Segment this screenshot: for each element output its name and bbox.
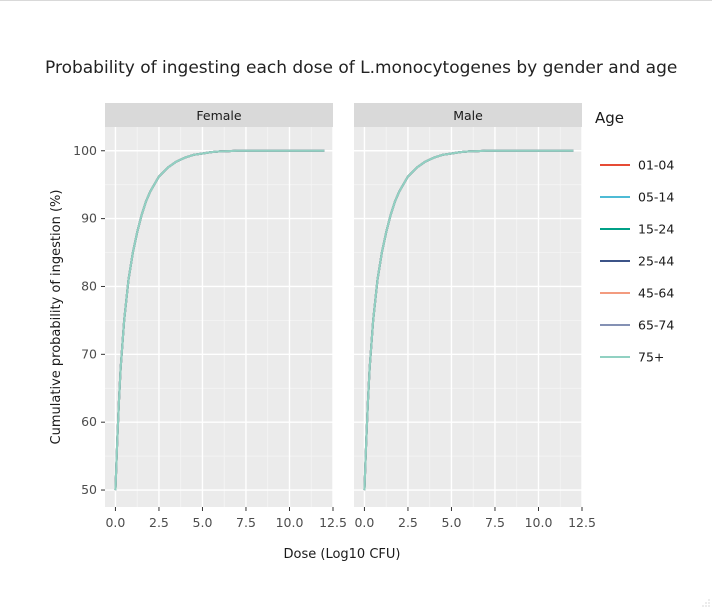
- x-tick-label: 2.5: [398, 515, 418, 530]
- legend-label: 05-14: [638, 190, 674, 205]
- y-tick-label: 60: [81, 414, 97, 429]
- x-tick-label: 0.0: [105, 515, 125, 530]
- legend-item[interactable]: 05-14: [600, 190, 674, 205]
- x-tick-label: 2.5: [149, 515, 169, 530]
- x-tick-label: 12.5: [319, 515, 347, 530]
- y-tick-label: 100: [73, 143, 97, 158]
- y-tick-label: 50: [81, 482, 97, 497]
- legend-item[interactable]: 25-44: [600, 254, 674, 269]
- plot-background: [354, 127, 582, 507]
- legend-label: 65-74: [638, 318, 674, 333]
- legend-item[interactable]: 65-74: [600, 318, 674, 333]
- x-tick-label: 0.0: [354, 515, 374, 530]
- y-tick-label: 80: [81, 278, 97, 293]
- series-line-75-: [114, 149, 325, 491]
- legend-item[interactable]: 75+: [600, 350, 664, 365]
- x-axis-title: Dose (Log10 CFU): [284, 547, 401, 562]
- y-axis-title: Cumulative probability of ingestion (%): [49, 190, 64, 445]
- chart-title: Probability of ingesting each dose of L.…: [45, 58, 677, 78]
- legend-label: 25-44: [638, 254, 674, 269]
- facet-strip-label: Female: [196, 108, 242, 123]
- x-tick-label: 5.0: [442, 515, 462, 530]
- facet-panel-male: Male 0.0 2.5 5.0 7.5 10.0 12.5: [354, 103, 596, 530]
- x-tick-label: 7.5: [236, 515, 256, 530]
- resize-handle-icon[interactable]: [702, 599, 710, 607]
- x-tick-label: 10.0: [276, 515, 304, 530]
- plot-background: [105, 127, 333, 507]
- legend-item[interactable]: 45-64: [600, 286, 674, 301]
- legend: Age 01-04 05-14 15-24 25-44 45-64 65-74 75+: [595, 109, 674, 365]
- legend-item[interactable]: 15-24: [600, 222, 674, 237]
- top-border: [0, 0, 712, 1]
- series-line-75-: [363, 149, 574, 491]
- legend-label: 75+: [638, 350, 664, 365]
- y-tick-label: 70: [81, 346, 97, 361]
- y-tick-label: 90: [81, 211, 97, 226]
- facet-panels: Female 0.0 2.5 5.0 7.5 10.0 12.5 50 60 70 80 90 100 M…: [73, 103, 596, 530]
- facet-strip: [105, 103, 333, 127]
- x-tick-label: 7.5: [485, 515, 505, 530]
- facet-strip: [354, 103, 582, 127]
- facet-panel-female: Female 0.0 2.5 5.0 7.5 10.0 12.5 50 60 70 80 90 100: [73, 103, 347, 530]
- x-tick-label: 12.5: [568, 515, 596, 530]
- x-tick-label: 5.0: [193, 515, 213, 530]
- legend-label: 15-24: [638, 222, 674, 237]
- legend-title: Age: [595, 109, 624, 127]
- legend-item[interactable]: 01-04: [600, 158, 674, 173]
- legend-label: 45-64: [638, 286, 674, 301]
- x-tick-label: 10.0: [525, 515, 553, 530]
- facet-strip-label: Male: [453, 108, 483, 123]
- legend-label: 01-04: [638, 158, 674, 173]
